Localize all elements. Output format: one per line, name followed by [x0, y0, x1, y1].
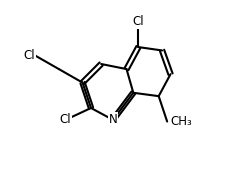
- Text: Cl: Cl: [23, 49, 35, 62]
- Text: Cl: Cl: [60, 113, 71, 126]
- Text: CH₃: CH₃: [170, 115, 191, 128]
- Text: Cl: Cl: [132, 15, 144, 28]
- Text: N: N: [108, 113, 117, 126]
